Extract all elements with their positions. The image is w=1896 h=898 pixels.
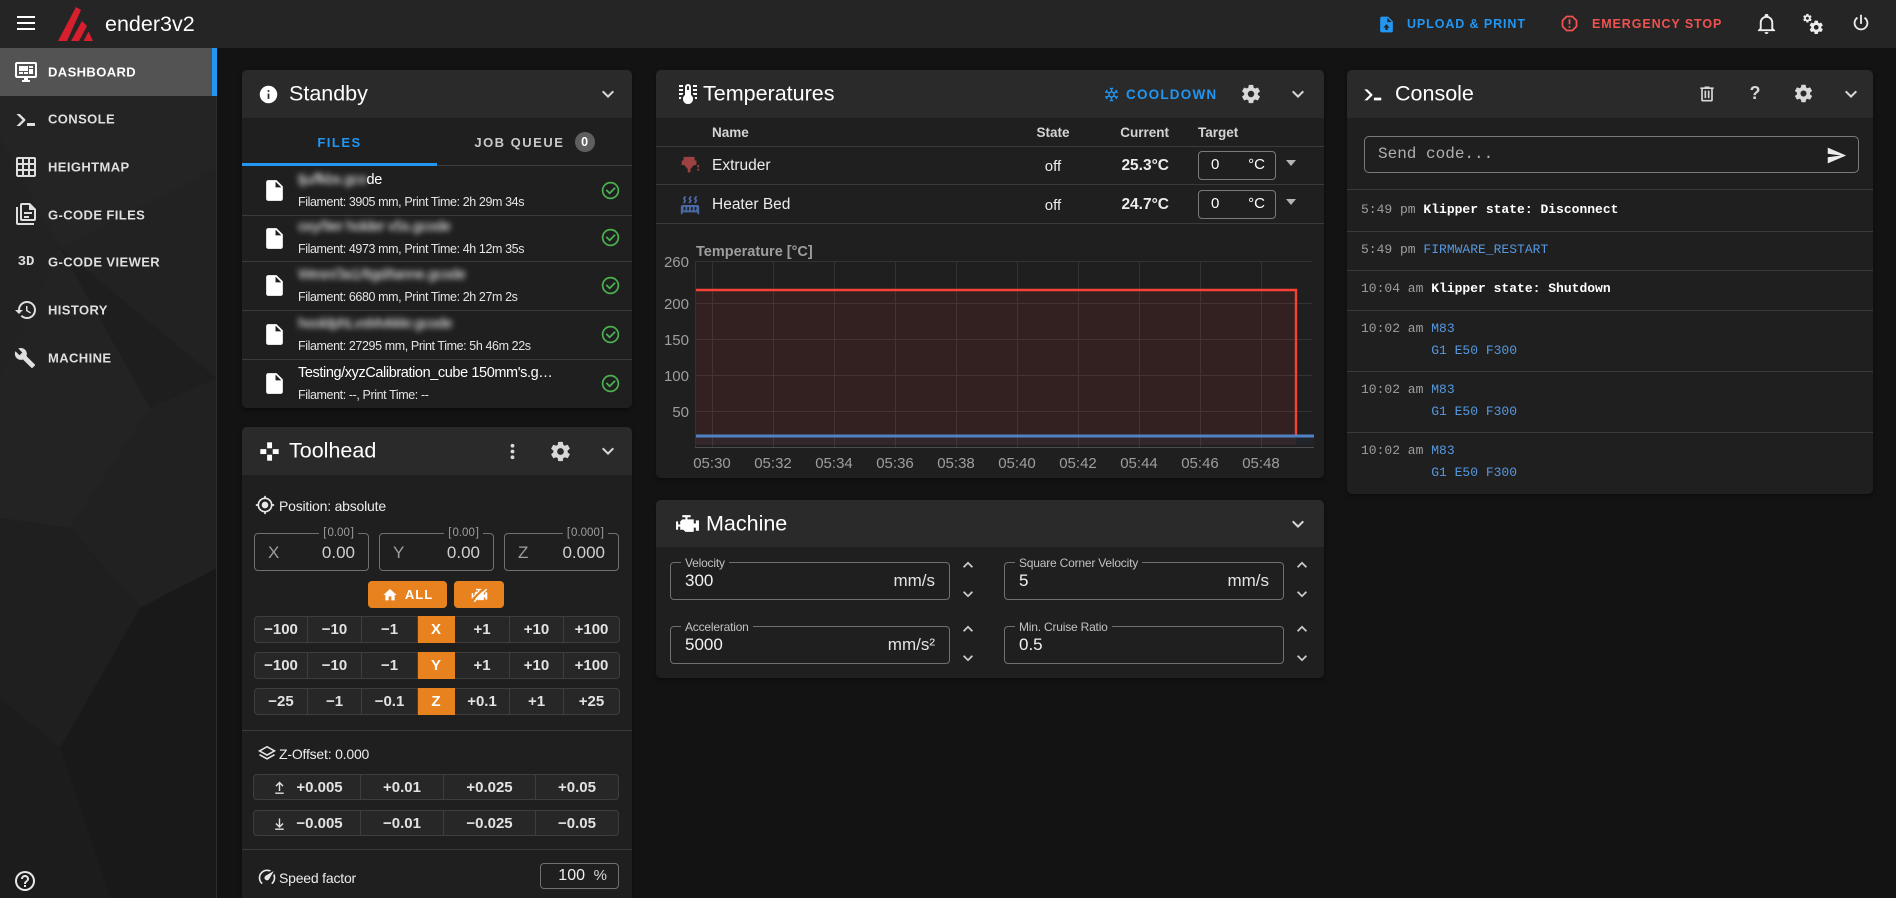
svg-text:Temperature [°C]: Temperature [°C] xyxy=(696,244,813,260)
svg-text:200: 200 xyxy=(664,296,689,313)
svg-text:50: 50 xyxy=(672,404,689,421)
svg-text:05:46: 05:46 xyxy=(1181,455,1219,472)
svg-text:05:48: 05:48 xyxy=(1242,455,1280,472)
svg-text:05:30: 05:30 xyxy=(693,455,731,472)
svg-text:260: 260 xyxy=(664,254,689,271)
svg-text:05:44: 05:44 xyxy=(1120,455,1158,472)
svg-text:05:40: 05:40 xyxy=(998,455,1036,472)
svg-text:05:36: 05:36 xyxy=(876,455,914,472)
svg-text:150: 150 xyxy=(664,332,689,349)
svg-text:05:38: 05:38 xyxy=(937,455,975,472)
svg-text:05:32: 05:32 xyxy=(754,455,792,472)
svg-text:05:42: 05:42 xyxy=(1059,455,1097,472)
svg-text:05:34: 05:34 xyxy=(815,455,853,472)
svg-text:100: 100 xyxy=(664,368,689,385)
